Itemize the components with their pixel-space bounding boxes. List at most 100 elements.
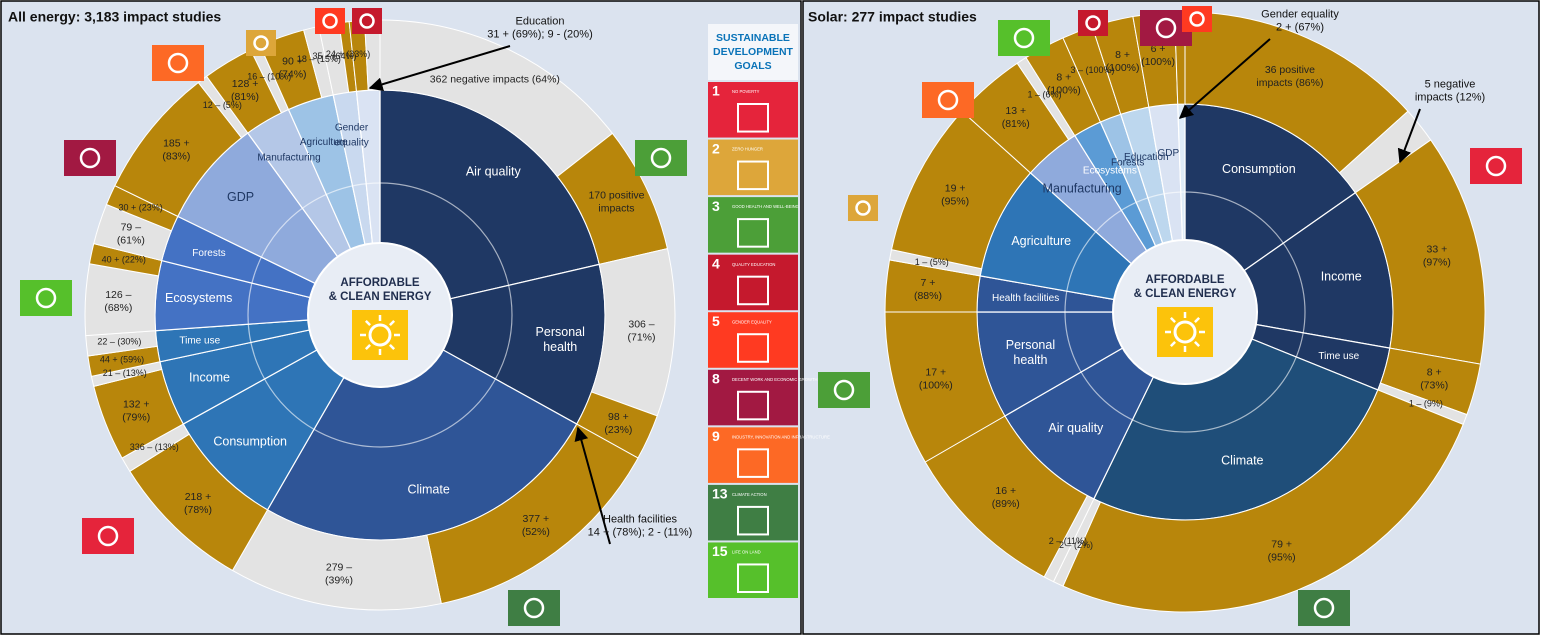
segment-label-line: 170 positive <box>588 189 644 201</box>
segment-label: 30 + (23%) <box>119 203 163 213</box>
segment-label: 1 – (9%) <box>1409 399 1443 409</box>
segment-label-line: 17 + <box>925 366 946 378</box>
segment-label: 98 + (23%) <box>604 411 632 436</box>
segment-label-line: (68%) <box>104 302 132 314</box>
segment-label-line: 279 – <box>326 561 352 573</box>
sdg-icon-glyph <box>937 89 959 111</box>
sdg-icon-glyph <box>359 13 375 29</box>
category-label: Air quality <box>466 165 522 179</box>
category-label-line: Air quality <box>1048 421 1104 435</box>
segment-label-line: 13 + <box>1005 105 1026 117</box>
sdg-icon <box>1470 148 1522 184</box>
segment-label: 128 + (81%) <box>231 78 259 103</box>
sdg-goal-name: NO POVERTY <box>732 89 760 94</box>
segment-label-line: 7 + <box>921 277 936 289</box>
segment-label-line: (97%) <box>1423 256 1451 268</box>
segment-label-line: 35 – (64%) <box>312 51 356 61</box>
sdg-goal-glyph <box>737 390 769 421</box>
segment-label-line: (79%) <box>122 411 150 423</box>
segment-label-line: 2 – (11%) <box>1049 536 1087 546</box>
category-label-line: Gender <box>335 122 369 133</box>
sdg-goal-number: 5 <box>712 313 720 329</box>
sdg-goal-number: 9 <box>712 428 720 444</box>
segment-label-line: (88%) <box>914 290 942 302</box>
sdg-icon <box>922 82 974 118</box>
sdg-icon <box>1078 10 1108 36</box>
sdg-icon-glyph <box>1155 17 1177 39</box>
callout-text-line: Education <box>516 15 565 27</box>
callout-text-line: Gender equality <box>1261 8 1339 20</box>
sdg-goal-tile <box>708 312 798 368</box>
category-label: Health facilities <box>992 293 1059 304</box>
category-label: Climate <box>407 483 449 497</box>
sdg-icon-glyph <box>1189 11 1205 27</box>
segment-label-line: 8 + <box>1115 49 1130 61</box>
segment-label: 18 – (15%) <box>297 55 341 65</box>
category-label: GDP <box>227 190 254 204</box>
sun-ray <box>1194 316 1201 323</box>
category-label-line: Forests <box>1111 157 1144 168</box>
segment-label-line: (95%) <box>1268 551 1296 563</box>
callout-text-line: 14 + (78%); 2 - (11%) <box>588 526 693 538</box>
sdg-icon <box>82 518 134 554</box>
sdg-goal-tile <box>708 542 798 598</box>
segment-label-line: (100%) <box>919 379 953 391</box>
segment-label-line: 126 – <box>105 289 131 301</box>
segment-label-line: 306 – <box>628 318 654 330</box>
sdg-icon <box>635 140 687 176</box>
sdg-goal-name: GOOD HEALTH AND WELL-BEING <box>732 204 799 209</box>
segment-label: 8 + (100%) <box>1106 49 1140 74</box>
segment-label-line: 16 – (10%) <box>247 72 291 82</box>
category-label: Consumption <box>213 435 287 449</box>
segment-label: 33 + (97%) <box>1423 243 1451 268</box>
segment-label: 306 – (71%) <box>628 318 656 343</box>
category-label: Gender equality <box>334 122 369 148</box>
segment-label-line: 19 + <box>945 182 966 194</box>
segment-label: 8 + (73%) <box>1420 366 1448 391</box>
sdg-goal-glyph <box>737 333 769 363</box>
inner-ring-line <box>1064 191 1306 433</box>
sdg-legend-header-line: GOALS <box>734 60 771 72</box>
segment-label: 3 – (100%) <box>1071 66 1115 76</box>
segment-label-line: (81%) <box>231 91 259 103</box>
sdg-goal-number: 2 <box>712 140 720 156</box>
sdg-goal-tile <box>708 197 798 253</box>
category-label: Ecosystems <box>1083 165 1137 176</box>
segment-label-line: 21 – (13%) <box>103 368 147 378</box>
segment-label: 1 – (5%) <box>915 257 949 267</box>
segment-label: 35 – (64%) <box>312 51 356 61</box>
content: Air quality 362 negative impacts (64%) 170… <box>8 6 1522 626</box>
category-label-line: Time use <box>1318 351 1359 362</box>
sdg-legend-header-line: SUSTAINABLE <box>716 32 790 44</box>
sdg-icon-glyph <box>167 52 189 74</box>
segment-label-line: 1 – (5%) <box>915 257 949 267</box>
segment-label: 13 + (81%) <box>1002 105 1030 130</box>
category-label: Forests <box>1111 157 1144 168</box>
sdg-icon-glyph <box>35 287 57 309</box>
segment-label-line: 40 + (22%) <box>102 255 146 265</box>
sdg-icon <box>508 590 560 626</box>
segment-label: 218 + (78%) <box>184 491 212 516</box>
category-label-line: Manufacturing <box>1043 182 1122 196</box>
sun-icon <box>368 323 392 347</box>
sdg-goal-tile <box>708 139 798 196</box>
category-label: Forests <box>192 247 225 258</box>
sdg-icon-glyph <box>523 597 545 619</box>
callout-text-line: 31 + (69%); 9 - (20%) <box>487 28 592 40</box>
segment-label-line: 22 – (30%) <box>97 337 141 347</box>
segment-label-line: (89%) <box>992 498 1020 510</box>
callout-text: Education 31 + (69%); 9 - (20%) <box>487 15 592 40</box>
segment-label: 377 + (52%) <box>522 513 550 538</box>
segment-label-line: 336 – (13%) <box>130 442 179 452</box>
segment-label-line: 377 + <box>523 513 550 525</box>
category-label-line: Climate <box>1221 454 1263 468</box>
category-label-line: Agriculture <box>1011 234 1071 248</box>
category-label: Manufacturing <box>1043 182 1122 196</box>
segment-label: 12 – (5%) <box>203 100 242 110</box>
segment-label: 44 + (59%) <box>100 355 144 365</box>
segment-label: 24 + (33%) <box>326 49 370 59</box>
sdg-goal-name: QUALITY EDUCATION <box>732 262 775 267</box>
segment-label-line: 12 – (5%) <box>203 100 242 110</box>
segment-label-line: (100%) <box>1141 56 1175 68</box>
category-label: Climate <box>1221 454 1263 468</box>
